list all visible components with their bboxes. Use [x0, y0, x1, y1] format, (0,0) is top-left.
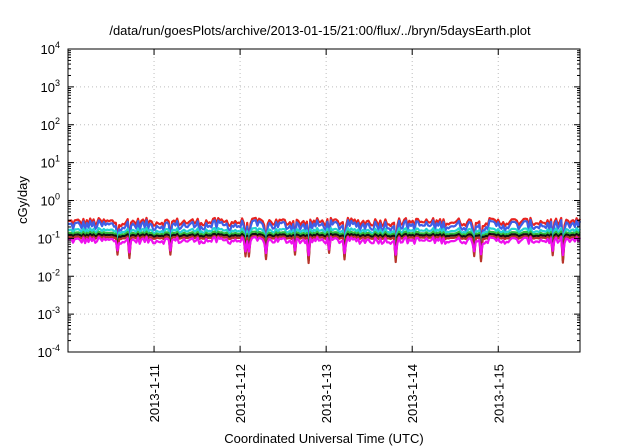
- series-group: [67, 216, 582, 265]
- y-tick-label: 100: [41, 192, 60, 209]
- series-line: [67, 219, 582, 248]
- y-tick-label: 10-3: [38, 305, 60, 322]
- y-tick-labels: 10-4 10-3 10-2 10-1 100 101 102 103 104: [38, 40, 60, 360]
- y-tick-label: 101: [41, 154, 60, 171]
- y-tick-label: 10-2: [38, 267, 60, 284]
- x-tick-label: 2013-1-15: [491, 364, 506, 423]
- series-line: [67, 236, 581, 257]
- series-line: [67, 216, 582, 247]
- y-tick-label: 104: [41, 40, 60, 57]
- x-tick-label: 2013-1-13: [319, 364, 334, 423]
- y-tick-label: 10-4: [38, 343, 60, 360]
- chart-title: /data/run/goesPlots/archive/2013-01-15/2…: [109, 23, 531, 38]
- x-tick-labels: 2013-1-11 2013-1-12 2013-1-13 2013-1-14 2013…: [147, 364, 506, 423]
- series-line: [67, 226, 581, 256]
- x-axis-label: Coordinated Universal Time (UTC): [224, 431, 423, 446]
- series-line: [67, 235, 581, 265]
- x-tick-label: 2013-1-12: [233, 364, 248, 423]
- series-line: [67, 232, 581, 262]
- y-tick-label: 102: [41, 116, 60, 133]
- series-line: [68, 230, 581, 260]
- y-axis-label: cGy/day: [15, 176, 30, 224]
- tick-marks: [68, 48, 580, 353]
- y-tick-label: 10-1: [38, 229, 60, 246]
- x-tick-label: 2013-1-14: [405, 364, 420, 423]
- grid-lines: [68, 49, 580, 352]
- y-tick-label: 103: [41, 78, 60, 95]
- x-tick-label: 2013-1-11: [147, 364, 162, 422]
